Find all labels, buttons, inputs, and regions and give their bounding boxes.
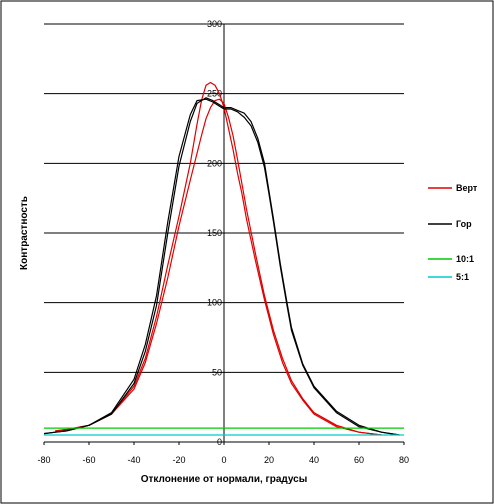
legend-label: 5:1 [456, 272, 469, 282]
x-tick-label: -80 [37, 455, 50, 465]
y-tick-labels: 0 50 100 150 200 250 300 [207, 19, 222, 447]
series-lines [43, 81, 404, 436]
x-tick-labels: -80 -60 -40 -20 0 20 40 60 80 [37, 442, 409, 465]
x-tick-label: -60 [82, 455, 95, 465]
x-tick-label: -20 [172, 455, 185, 465]
x-tick-label: 40 [309, 455, 319, 465]
series-line-3 [43, 98, 400, 436]
y-axis-label: Контрастность [19, 196, 30, 270]
y-tick-label: 100 [207, 298, 222, 308]
x-axis-label: Отклонение от нормали, градусы [141, 474, 308, 485]
legend-label: Гор [456, 219, 472, 229]
y-tick-label: 300 [207, 19, 222, 29]
x-tick-label: 60 [354, 455, 364, 465]
x-tick-label: 0 [221, 455, 226, 465]
x-tick-label: -40 [127, 455, 140, 465]
y-tick-label: 200 [207, 158, 222, 168]
legend-label: Верт [456, 183, 478, 193]
y-tick-label: 50 [212, 367, 222, 377]
legend: Верт Гор 10:1 5:1 [428, 183, 478, 282]
series-line-1 [55, 98, 382, 436]
y-tick-label: 150 [207, 228, 222, 238]
x-tick-label: 20 [264, 455, 274, 465]
legend-label: 10:1 [456, 254, 474, 264]
y-tick-label: 0 [217, 437, 222, 447]
x-tick-label: 80 [399, 455, 409, 465]
y-tick-label: 250 [207, 89, 222, 99]
